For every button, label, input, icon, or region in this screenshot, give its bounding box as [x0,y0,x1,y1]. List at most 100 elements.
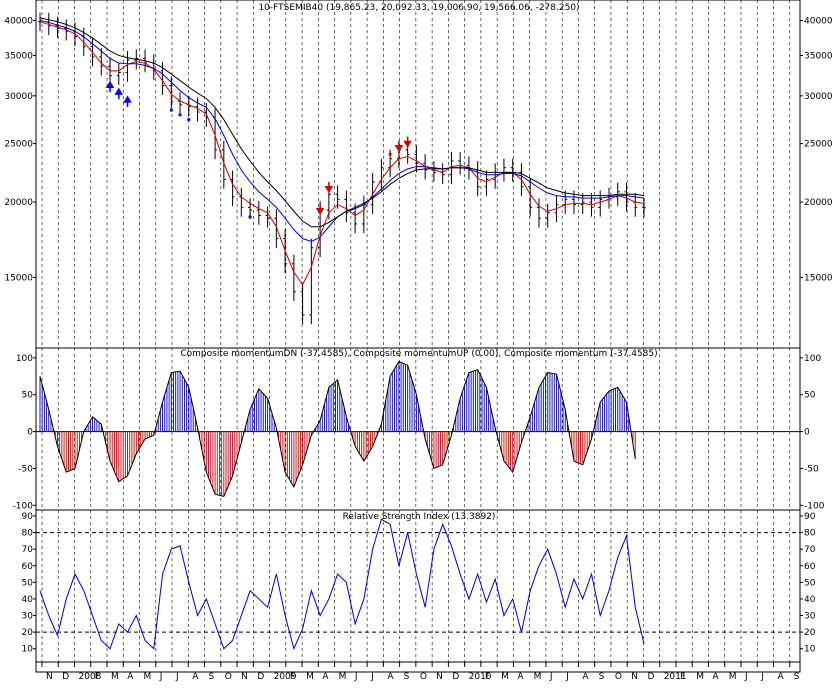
x-tick-label: F [95,672,100,682]
y-tick-label-left: 20 [22,628,34,638]
x-tick-label: J [370,672,374,682]
buy-arrow [114,87,124,100]
y-tick-label-right: 60 [804,562,816,572]
x-tick-label: M [339,672,347,682]
x-tick-label: 2010 [469,672,492,682]
y-tick-label-left: 20000 [4,198,33,208]
y-tick-label-right: 20000 [804,198,833,208]
y-tick-label-right: -100 [804,501,825,511]
signal-dot [248,215,252,219]
x-tick-label: N [436,672,443,682]
x-tick-label: F [485,672,490,682]
y-tick-label-right: 30000 [804,92,833,102]
y-tick-label-left: 15000 [4,273,33,283]
y-tick-label-right: 40000 [804,16,833,26]
y-tick-label-left: -50 [18,464,33,474]
price-panel [38,12,646,325]
y-tick-label-right: 30 [804,612,816,622]
plot-frame [35,0,801,673]
x-tick-label: S [794,672,800,682]
x-tick-label: A [712,672,719,682]
x-tick-label: 2008 [79,672,102,682]
sell-arrow [324,181,334,194]
x-tick-label: M [501,672,509,682]
x-tick-label: M [696,672,704,682]
x-tick-label: M [306,672,314,682]
x-tick-label: N [46,672,53,682]
y-tick-label-left: 70 [22,545,34,555]
x-tick-label: D [257,672,264,682]
x-tick-label: D [62,672,69,682]
y-tick-label-left: 60 [22,562,34,572]
y-tick-label-left: 80 [22,529,34,539]
x-tick-label: 2009 [274,672,297,682]
x-tick-label: S [209,672,215,682]
y-tick-label-left: 50 [22,391,34,401]
y-tick-label-right: 50 [804,578,816,588]
signal-dot [178,113,182,117]
x-tick-label: D [452,672,459,682]
y-tick-label-left: 40 [22,595,34,605]
signal-dot [388,152,392,156]
x-tick-label: J [565,672,569,682]
signal-dot [169,108,173,112]
buy-arrow [105,80,115,93]
y-tick-label-right: 80 [804,529,816,539]
momentum-chart-title: Composite momentumDN (-37.4585), Composi… [180,349,657,359]
y-tick-label-right: -50 [804,464,819,474]
x-tick-label: J [159,672,163,682]
sell-arrow [394,140,404,153]
y-tick-label-left: 30000 [4,92,33,102]
y-tick-label-right: 20 [804,628,816,638]
x-tick-label: O [225,672,232,682]
x-tick-label: M [534,672,542,682]
y-tick-label-left: 100 [16,354,33,364]
x-tick-label: A [192,672,199,682]
buy-arrow [123,95,132,108]
y-tick-label-left: 30 [22,612,34,622]
y-tick-label-right: 70 [804,545,816,555]
y-tick-label-right: 100 [804,354,821,364]
y-tick-label-right: 10 [804,645,816,655]
y-tick-label-left: -100 [13,501,34,511]
y-tick-label-left: 50 [22,578,34,588]
moving-average-line [39,17,645,228]
y-tick-label-left: 40000 [4,16,33,26]
x-tick-label: J [354,672,358,682]
x-tick-label: M [144,672,152,682]
x-tick-label: A [582,672,589,682]
x-tick-label: F [290,672,295,682]
x-tick-label: N [631,672,638,682]
momentum-panel [36,360,800,498]
x-tick-label: M [111,672,119,682]
momentum-line [39,360,636,498]
y-tick-label-left: 10 [22,645,34,655]
rsi-chart-title: Relative Strength Index (13.3892) [343,512,496,522]
y-tick-label-left: 35000 [4,51,33,61]
x-tick-label: J [744,672,748,682]
y-tick-label-right: 50 [804,391,816,401]
y-tick-label-right: 15000 [804,273,833,283]
x-tick-label: J [549,672,553,682]
x-tick-label: J [760,672,764,682]
x-tick-label: A [127,672,134,682]
x-tick-label: A [387,672,394,682]
x-tick-label: D [647,672,654,682]
y-tick-label-left: 25000 [4,140,33,150]
x-tick-label: O [615,672,622,682]
y-tick-label-right: 40 [804,595,816,605]
sell-arrow [315,203,325,216]
moving-average-line [39,21,645,286]
x-tick-label: N [241,672,248,682]
rsi-line [39,518,645,651]
rsi-panel [36,518,800,651]
y-tick-label-right: 35000 [804,51,833,61]
x-tick-label: O [420,672,427,682]
price-chart-title: 10-FTSEMIB40 (19,865.23, 20,092.33, 19,0… [258,3,579,13]
x-tick-label: M [729,672,737,682]
x-tick-label: F [680,672,685,682]
x-tick-label: 2011 [664,672,687,682]
signal-dot [187,117,191,122]
